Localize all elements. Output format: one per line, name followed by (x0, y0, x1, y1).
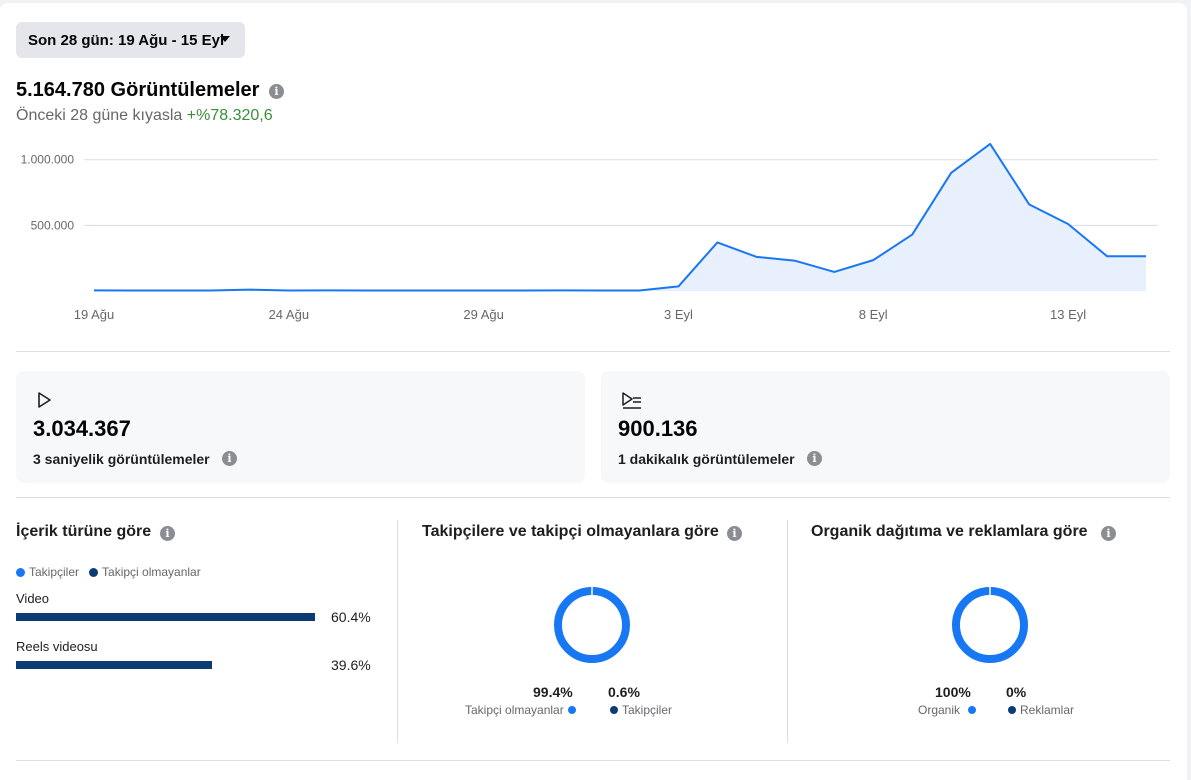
series-area (94, 143, 1146, 291)
legend-label: Takipçiler (29, 565, 80, 579)
x-tick-label: 13 Eyl (1050, 307, 1086, 322)
followers-title: Takipçilere ve takipçi olmayanlara göre (422, 523, 719, 541)
metric-value: 3.034.367 (33, 416, 131, 441)
info-icon[interactable]: i (222, 451, 237, 466)
x-tick-label: 3 Eyl (664, 307, 693, 322)
metric-value: 900.136 (618, 416, 698, 441)
bar-video (16, 613, 315, 621)
legend-dot-non-followers (89, 567, 99, 577)
play-icon (38, 392, 51, 408)
comparison-value: +%78.320,6 (186, 107, 273, 124)
metric-label: 1 dakikalık görüntülemeler (618, 451, 795, 467)
x-tick-label: 29 Ağu (463, 307, 504, 322)
legend-dot (610, 706, 618, 714)
bar-pct-reels: 39.6% (331, 657, 371, 673)
total-views-value: 5.164.780 (16, 79, 105, 101)
followers-donut (554, 587, 630, 663)
section-title-text: Organik dağıtıma ve reklamlara göre (811, 523, 1088, 540)
caret-down-icon (220, 36, 230, 42)
donut-legend-non-followers: Takipçi olmayanlar (465, 703, 580, 717)
metric-card-1m: 900.136 1 dakikalık görüntülemeler i (601, 371, 1170, 483)
info-icon[interactable]: i (807, 451, 822, 466)
insights-card: Son 28 gün: 19 Ağu - 15 Eyl 5.164.780 Gö… (0, 3, 1187, 780)
legend-dot (968, 706, 977, 714)
total-views-label: Görüntülemeler (110, 79, 260, 101)
bar-label-video: Video (16, 591, 50, 606)
legend-dot-followers (16, 567, 25, 577)
donut-pct-followers: 0.6% (608, 684, 640, 700)
donut-pct-non-followers: 99.4% (533, 684, 573, 700)
content-type-legend: Takipçiler Takipçi olmayanlar (16, 565, 201, 579)
donut-pct-ads: 0% (1006, 684, 1027, 700)
legend-label: Takipçi olmayanlar (465, 703, 564, 717)
legend-label: Takipçiler (622, 703, 673, 717)
y-tick-label: 500.000 (31, 218, 75, 232)
views-line-chart: 500.000 1.000.000 19 Ağu 24 Ağu 29 Ağu 3 Eyl 8… (21, 142, 1158, 322)
legend-label: Takipçi olmayanlar (102, 565, 201, 579)
date-range-label: Son 28 gün: 19 Ağu - 15 Eyl (28, 31, 225, 49)
section-title-text: Takipçilere ve takipçi olmayanlara göre (422, 523, 719, 540)
divider (16, 760, 1170, 761)
info-icon[interactable]: i (269, 84, 284, 99)
play-list-icon (622, 392, 641, 409)
info-icon[interactable]: i (727, 526, 742, 541)
bar-label-reels: Reels videosu (16, 639, 98, 654)
comparison-text: Önceki 28 güne kıyasla +%78.320,6 (16, 107, 273, 125)
vertical-divider (787, 520, 788, 743)
organic-title: Organik dağıtıma ve reklamlara göre (811, 523, 1088, 541)
series-line (93, 142, 1146, 292)
donut-legend-followers: Takipçiler (610, 703, 672, 717)
bar-pct-video: 60.4% (331, 609, 371, 625)
y-tick-label: 1.000.000 (21, 153, 75, 167)
donut-slice (554, 587, 630, 663)
legend-label: Organik (918, 703, 961, 717)
x-tick-label: 8 Eyl (859, 307, 888, 322)
divider (16, 497, 1170, 498)
x-tick-label: 24 Ağu (269, 307, 310, 322)
organic-donut (952, 587, 1028, 663)
section-title-text: İçerik türüne göre (16, 523, 152, 540)
metric-label: 3 saniyelik görüntülemeler (33, 451, 210, 467)
donut-legend-ads: Reklamlar (1008, 703, 1074, 717)
metric-card-3s: 3.034.367 3 saniyelik görüntülemeler i (16, 371, 585, 483)
bar-reels (16, 661, 213, 669)
donut-pct-organic: 100% (935, 684, 971, 700)
info-icon[interactable]: i (1101, 526, 1116, 541)
legend-label: Reklamlar (1020, 703, 1075, 717)
comparison-label: Önceki 28 güne kıyasla (16, 107, 183, 124)
total-views-heading: 5.164.780 Görüntülemeler (16, 79, 259, 102)
legend-dot (1008, 706, 1016, 714)
info-icon[interactable]: i (160, 526, 175, 541)
content-type-title: İçerik türüne göre (16, 523, 151, 541)
donut-slice (952, 587, 1028, 663)
date-range-dropdown[interactable]: Son 28 gün: 19 Ağu - 15 Eyl (16, 22, 245, 58)
vertical-divider (397, 520, 398, 743)
x-tick-label: 19 Ağu (74, 307, 115, 322)
donut-legend-organic: Organik (918, 703, 980, 717)
divider (16, 351, 1170, 352)
legend-dot (567, 706, 576, 714)
